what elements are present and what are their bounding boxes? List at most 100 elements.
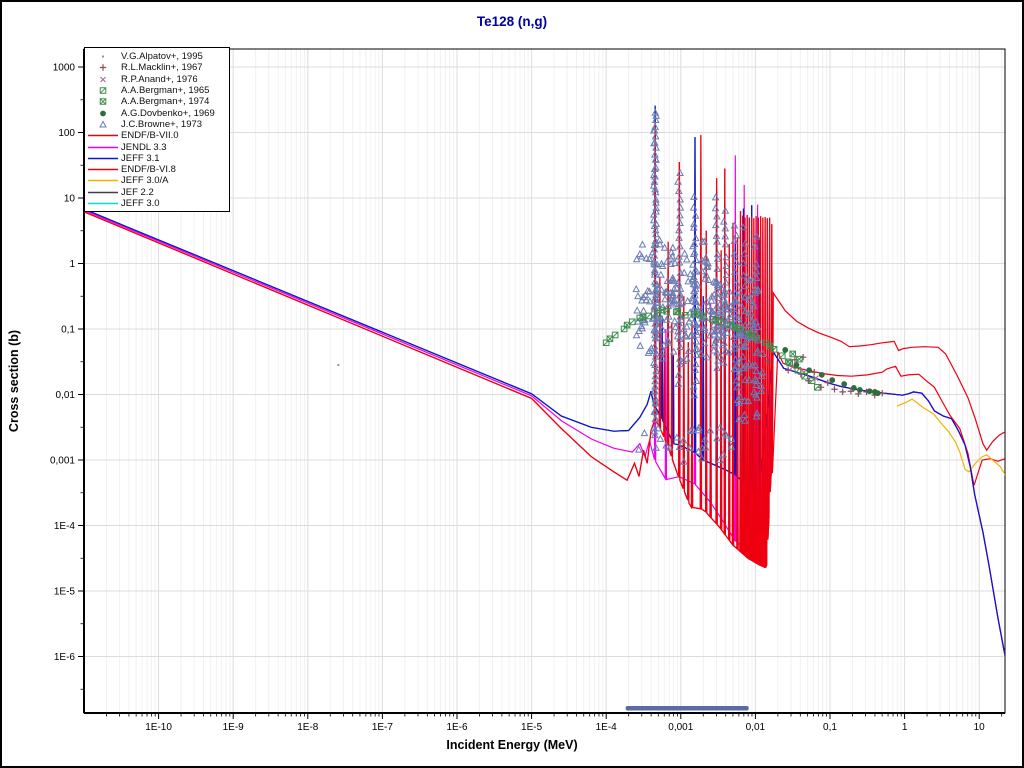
marker-tri — [721, 206, 730, 214]
marker-tri — [673, 332, 682, 340]
marker-tri — [732, 257, 741, 265]
y-tick-label: 1E-5 — [54, 587, 76, 598]
marker-fcirc — [793, 362, 800, 368]
marker-tri — [632, 284, 641, 293]
marker-fcirc — [856, 387, 863, 393]
marker-tri — [692, 255, 700, 264]
marker-tri — [675, 226, 683, 234]
marker-sqx — [674, 308, 682, 315]
marker-tri — [726, 302, 734, 310]
marker-tri — [732, 279, 741, 287]
x-tick-label: 1 — [902, 722, 908, 733]
marker-tri — [698, 237, 707, 245]
marker-tri — [698, 256, 706, 264]
x-tick-label: 0,1 — [823, 722, 837, 733]
marker-tri — [676, 242, 684, 250]
legend-item-jendl33: JENDL 3.3 — [85, 141, 229, 153]
x-tick-label: 1E-10 — [145, 722, 172, 733]
legend-label: V.G.Alpatov+, 1995 — [121, 51, 203, 63]
x-icon — [100, 76, 106, 83]
marker-tri — [754, 286, 763, 294]
marker-tri — [697, 349, 706, 357]
marker-sqx — [796, 355, 803, 363]
marker-tri — [721, 429, 729, 437]
marker-tri — [752, 380, 761, 389]
marker-tri — [701, 274, 710, 282]
marker-tri — [673, 433, 681, 441]
legend-item-anand: R.P.Anand+, 1976 — [85, 74, 229, 85]
marker-tri — [650, 386, 659, 394]
marker-sqx — [712, 316, 720, 324]
marker-tri — [744, 311, 753, 319]
marker-plus — [785, 367, 792, 374]
marker-tri — [657, 270, 665, 278]
marker-tri — [706, 426, 715, 434]
marker-tri — [651, 115, 660, 123]
marker-tri — [731, 296, 740, 304]
marker-sqx — [784, 358, 792, 366]
marker-tri — [725, 348, 733, 356]
marker-tri — [680, 325, 688, 333]
marker-tri — [676, 203, 685, 211]
marker-tri — [735, 414, 743, 423]
marker-tri — [736, 340, 745, 349]
marker-tri — [652, 349, 660, 357]
marker-tri — [651, 132, 660, 140]
marker-sqd — [620, 325, 628, 333]
marker-tri — [689, 249, 698, 258]
marker-tri — [693, 344, 701, 352]
marker-tri — [632, 331, 641, 339]
marker-tri — [733, 383, 742, 391]
marker-tri — [727, 434, 736, 442]
marker-tri — [752, 273, 761, 281]
marker-tri — [669, 347, 678, 355]
marker-tri — [695, 303, 703, 311]
marker-tri — [668, 273, 677, 282]
marker-tri — [692, 337, 701, 345]
marker-tri — [676, 290, 685, 298]
marker-tri — [691, 345, 700, 353]
curve-endf70 — [84, 123, 1005, 569]
y-tick-label: 100 — [58, 128, 75, 139]
marker-tri — [689, 223, 698, 231]
marker-sqx — [748, 331, 755, 339]
marker-sqx — [623, 321, 631, 329]
marker-tri — [709, 346, 718, 354]
marker-tri — [651, 399, 660, 407]
marker-tri — [674, 379, 683, 387]
marker-plus — [817, 384, 825, 391]
marker-tri — [745, 376, 753, 384]
marker-tri — [732, 231, 741, 239]
marker-tri — [645, 297, 654, 305]
marker-tri — [702, 262, 711, 271]
marker-tri — [671, 322, 680, 331]
marker-tri — [739, 259, 748, 267]
marker-tri — [714, 293, 723, 301]
marker-tri — [660, 243, 669, 251]
marker-tri — [652, 195, 660, 203]
marker-tri — [687, 314, 696, 322]
marker-tri — [741, 416, 749, 424]
marker-plus — [805, 377, 812, 384]
marker-tri — [651, 267, 659, 275]
marker-fcirc — [866, 388, 873, 395]
marker-tri — [735, 398, 743, 406]
marker-tri — [747, 317, 756, 325]
marker-tri — [691, 233, 700, 242]
marker-tri — [713, 289, 722, 297]
marker-tri — [721, 232, 730, 240]
marker-tri — [683, 296, 692, 305]
marker-tri — [737, 301, 746, 310]
marker-tri — [698, 454, 706, 462]
marker-tri — [653, 333, 662, 341]
marker-tri — [652, 366, 661, 374]
marker-tri — [741, 292, 750, 301]
marker-tri — [751, 374, 760, 382]
marker-tri — [690, 192, 698, 200]
marker-tri — [746, 292, 754, 300]
marker-tri — [691, 211, 700, 219]
browne-bottom-bar — [625, 706, 749, 711]
marker-tri — [716, 307, 725, 315]
marker-tri — [684, 346, 693, 354]
